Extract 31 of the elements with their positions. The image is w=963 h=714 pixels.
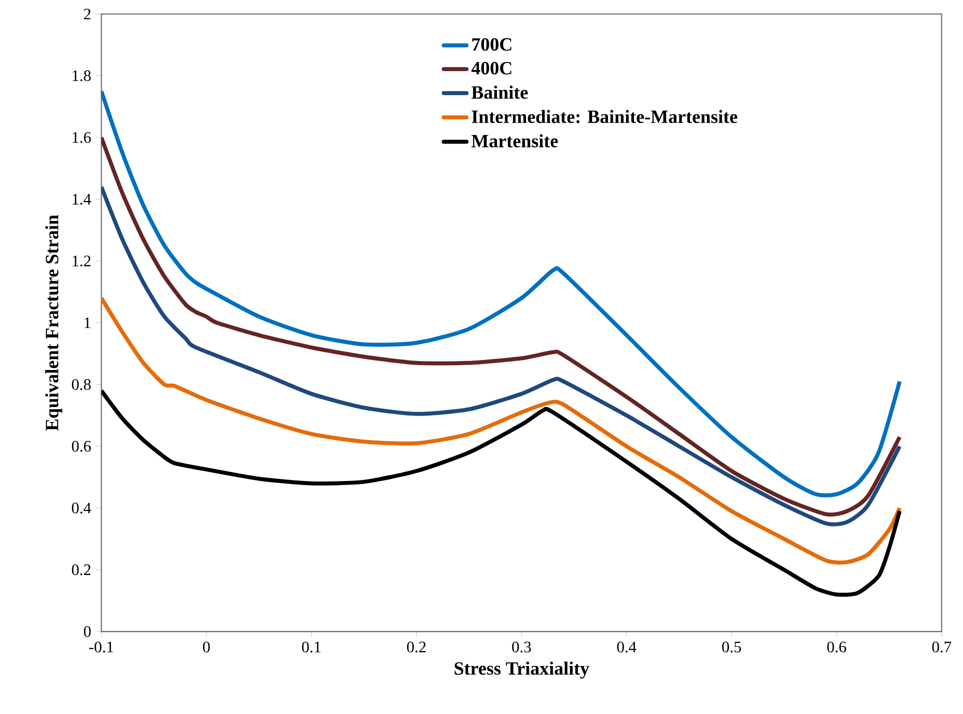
y-tick-label: 0.6 [72,440,91,452]
y-axis-title: Equivalent Fracture Strain [45,214,62,431]
legend-label: 700C [472,38,512,51]
legend-label: Martensite [472,134,558,148]
x-axis-title: Stress Triaxiality [454,661,590,678]
line-series [101,388,902,597]
y-tick-label: 0.4 [72,502,92,514]
y-tick-label: 1 [84,317,90,328]
y-tick-label: 1.8 [72,70,91,82]
x-tick-label: 0.4 [617,641,636,652]
x-tick-label: 0.5 [722,641,741,652]
y-tick-label: 1.2 [72,255,90,266]
line-series [101,184,902,526]
x-tick-label: 0.7 [932,641,952,652]
line-series [101,296,902,564]
y-tick-label: 1.6 [72,132,91,143]
x-tick-label: 0.6 [827,641,846,652]
y-tick-label: 1.4 [72,194,92,205]
legend-label: Intermediate: Bainite-Martensite [472,110,738,124]
y-tick-label: 2 [84,8,90,20]
x-tick-label: 0.1 [302,641,320,652]
legend-label: Bainite [472,86,528,99]
y-tick-label: 0.8 [72,378,91,390]
x-tick-label: 0.2 [407,641,426,652]
line-series [101,135,902,516]
x-tick-label: 0 [203,641,210,652]
x-tick-label: -0.1 [89,641,114,652]
y-tick-label: 0.2 [72,564,90,576]
y-tick-label: 0 [84,626,91,637]
legend-label: 400C [471,62,512,74]
x-tick-label: 0.3 [512,641,531,652]
